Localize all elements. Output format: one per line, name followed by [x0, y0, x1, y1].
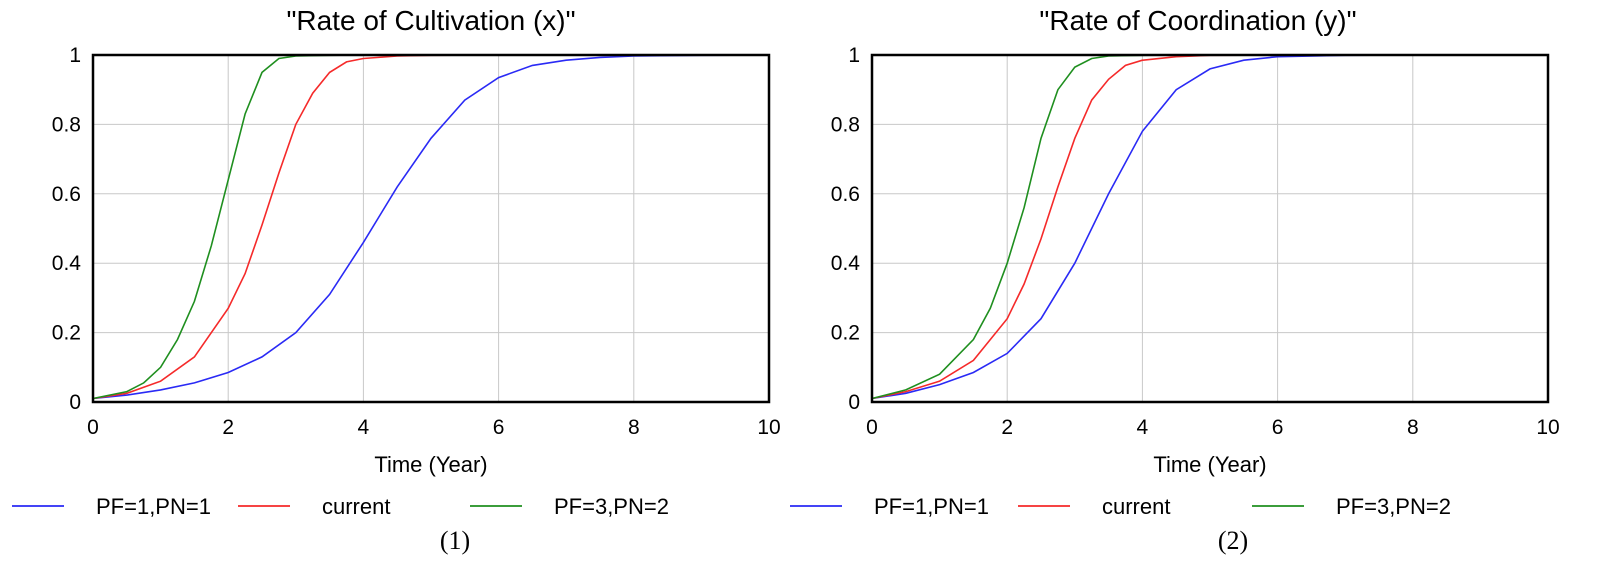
x-tick-label: 4: [1137, 416, 1149, 439]
panel-caption: (1): [440, 526, 470, 555]
x-axis-label: Time (Year): [374, 452, 487, 477]
y-tick-label: 1: [848, 44, 860, 67]
chart-title: "Rate of Coordination (y)": [1039, 5, 1356, 36]
series-line-0: [871, 54, 1548, 400]
gridlines: [872, 55, 1548, 402]
y-axis-ticks: 0 0.2 0.4 0.6 0.8 1: [831, 44, 861, 414]
x-tick-label: 10: [757, 416, 780, 439]
y-tick-label: 0: [69, 391, 81, 414]
plot-frame: [91, 53, 771, 404]
y-tick-label: 0.6: [831, 183, 860, 206]
legend-label: current: [322, 494, 390, 519]
legend-label: PF=3,PN=2: [1336, 494, 1451, 519]
y-tick-label: 0.2: [831, 322, 860, 345]
y-tick-label: 1: [69, 44, 81, 67]
y-tick-label: 0: [848, 391, 860, 414]
y-tick-label: 0.6: [52, 183, 81, 206]
x-axis-ticks: 0 2 4 6 8 10: [87, 416, 781, 439]
series-line-2: [871, 54, 1548, 400]
chart-rate-of-coordination: "Rate of Coordination (y)" 0 0.2 0.4 0.6 0.8…: [790, 5, 1560, 555]
x-tick-label: 8: [1407, 416, 1419, 439]
series-line-2: [92, 54, 769, 400]
series-layer: [92, 54, 770, 400]
legend: PF=1,PN=1 current PF=3,PN=2: [12, 494, 669, 519]
chart-title: "Rate of Cultivation (x)": [286, 5, 575, 36]
legend-label: PF=1,PN=1: [874, 494, 989, 519]
legend-label: current: [1102, 494, 1170, 519]
x-tick-label: 6: [493, 416, 505, 439]
x-tick-label: 8: [628, 416, 640, 439]
plot-frame: [870, 53, 1550, 404]
x-tick-label: 0: [866, 416, 878, 439]
y-tick-label: 0.2: [52, 322, 81, 345]
x-tick-label: 2: [1001, 416, 1013, 439]
legend: PF=1,PN=1 current PF=3,PN=2: [790, 494, 1451, 519]
x-tick-label: 0: [87, 416, 99, 439]
x-tick-label: 4: [358, 416, 370, 439]
series-line-0: [92, 54, 770, 400]
legend-label: PF=3,PN=2: [554, 494, 669, 519]
y-tick-label: 0.4: [52, 252, 82, 275]
legend-label: PF=1,PN=1: [96, 494, 211, 519]
series-line-1: [92, 54, 769, 400]
series-layer: [871, 54, 1548, 400]
series-line-1: [871, 54, 1548, 400]
gridlines: [93, 55, 769, 402]
y-tick-label: 0.8: [52, 113, 81, 136]
x-tick-label: 6: [1272, 416, 1284, 439]
y-tick-label: 0.4: [831, 252, 861, 275]
chart-rate-of-cultivation: "Rate of Cultivation (x)" 0 0.2 0.4 0.6 0.8 1…: [12, 5, 781, 555]
panel-caption: (2): [1218, 526, 1248, 555]
y-tick-label: 0.8: [831, 113, 860, 136]
x-tick-label: 2: [222, 416, 234, 439]
x-tick-label: 10: [1536, 416, 1559, 439]
x-axis-ticks: 0 2 4 6 8 10: [866, 416, 1560, 439]
y-axis-ticks: 0 0.2 0.4 0.6 0.8 1: [52, 44, 82, 414]
x-axis-label: Time (Year): [1153, 452, 1266, 477]
